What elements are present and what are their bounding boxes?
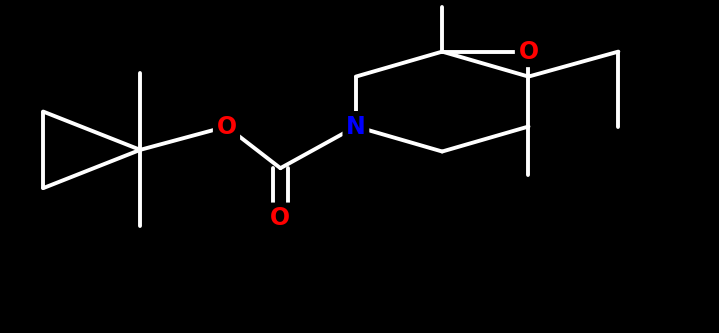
- Text: O: O: [518, 40, 539, 64]
- Text: O: O: [270, 206, 290, 230]
- Text: N: N: [346, 115, 366, 139]
- Text: O: O: [216, 115, 237, 139]
